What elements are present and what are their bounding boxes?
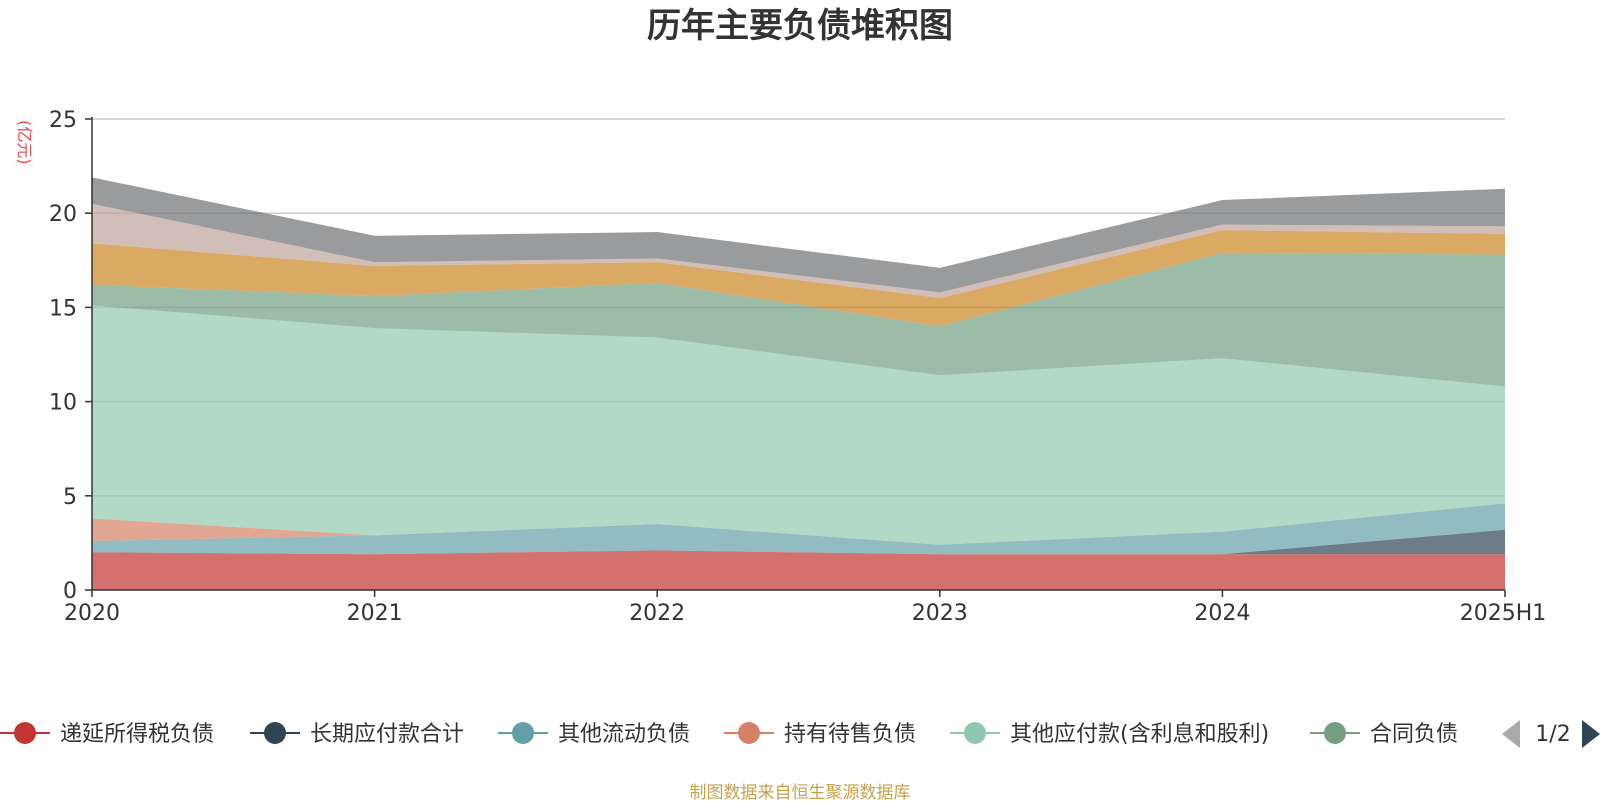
legend-page-indicator: 1/2 — [1535, 722, 1570, 747]
x-tick-label: 2021 — [347, 601, 403, 626]
area-series-0 — [92, 550, 1505, 590]
area-series-4 — [92, 305, 1505, 545]
legend-item-label[interactable]: 长期应付款合计 — [310, 722, 464, 747]
chart-title: 历年主要负债堆积图 — [647, 6, 953, 46]
legend-item-label[interactable]: 合同负债 — [1370, 722, 1458, 747]
x-tick-label: 2023 — [912, 601, 968, 626]
legend-prev-page-icon[interactable] — [1502, 720, 1520, 748]
axes: 0 5 10 15 20 25 2020 2021 2022 2023 2024 2025H1 — [49, 108, 1546, 626]
legend-marker — [964, 722, 986, 744]
y-tick-label: 0 — [63, 579, 77, 604]
area-series-6 — [92, 230, 1505, 327]
y-tick-label: 20 — [49, 202, 77, 227]
legend-marker — [512, 722, 534, 744]
area-series-2 — [92, 503, 1505, 555]
legend: 递延所得税负债 长期应付款合计 其他流动负债 持有待售负债 其他应付款(含利息和股利) 合… — [0, 720, 1600, 748]
area-series-7 — [92, 203, 1505, 298]
legend-marker — [738, 722, 760, 744]
legend-marker — [14, 722, 36, 744]
area-series-1 — [92, 529, 1505, 555]
y-tick-label: 10 — [49, 391, 77, 416]
area-series — [92, 177, 1505, 590]
y-tick-label: 15 — [49, 296, 77, 321]
legend-marker — [1324, 722, 1346, 744]
legend-item-label[interactable]: 持有待售负债 — [784, 722, 916, 747]
y-tick-label: 5 — [63, 485, 77, 510]
legend-item-label[interactable]: 递延所得税负债 — [60, 722, 214, 747]
legend-next-page-icon[interactable] — [1582, 720, 1600, 748]
x-tick-label: 2024 — [1194, 601, 1250, 626]
area-series-5 — [92, 252, 1505, 387]
data-source-footer: 制图数据来自恒生聚源数据库 — [689, 783, 911, 803]
x-tick-label: 2020 — [64, 601, 120, 626]
legend-marker — [264, 722, 286, 744]
y-tick-label: 25 — [49, 108, 77, 133]
legend-item-label[interactable]: 其他流动负债 — [558, 722, 690, 747]
area-series-8 — [92, 177, 1505, 293]
legend-item-label[interactable]: 其他应付款(含利息和股利) — [1010, 722, 1269, 747]
x-tick-label: 2022 — [629, 601, 685, 626]
x-tick-label: 2025H1 — [1460, 601, 1547, 626]
